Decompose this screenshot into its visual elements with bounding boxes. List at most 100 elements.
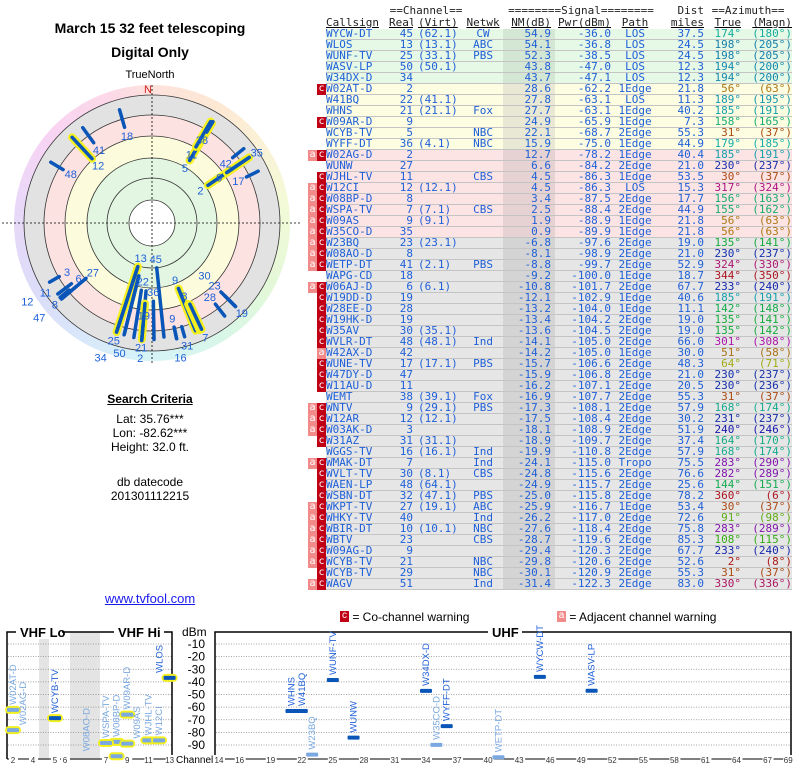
station-row[interactable]: c W47DY-D 47 -15.9 -106.8 2Edge 21.0 230° (237°) (300, 369, 793, 382)
col-path[interactable]: Path (621, 17, 649, 29)
station-row[interactable]: c WJHL-TV 11 CBS 4.5 -86.3 1Edge 53.5 30° (37°) (300, 171, 793, 184)
network (463, 226, 504, 239)
station-row[interactable]: a c W35CO-D 35 0.9 -89.9 1Edge 21.8 56° (63°) (300, 226, 793, 239)
distance-miles: 53.5 (659, 171, 705, 184)
callsign: WBTV (326, 534, 389, 547)
station-row[interactable]: a c WAGV 51 Ind -31.4 -122.3 2Edge 83.0 330° (336°… (300, 578, 793, 591)
station-row[interactable]: a c W12AR 12 (12.1) -17.5 -108.4 2Edge 30.2 231°(… (300, 413, 793, 426)
station-row[interactable]: c W35AV 30 (35.1) -13.6 -104.5 2Edge 19.0 135° (1… (300, 325, 793, 338)
distance-miles: 57.9 (659, 402, 705, 415)
station-row[interactable]: a c W12CI 12 (12.1) 4.5 -86.3 LOS 15.3 317° (324°) (300, 182, 793, 195)
adjacent-channel-flag-icon: a (308, 259, 317, 271)
col-true[interactable]: True (714, 17, 742, 29)
co-channel-flag-icon: c (317, 259, 326, 271)
station-row[interactable]: W41BQ 22 (41.1) 27.8 -63.1 LOS 11.3 189° (195°) (300, 94, 793, 107)
station-row[interactable]: c WUNE-TV 17 (17.1) PBS -15.7 -106.6 2Edge 48.3 6… (300, 358, 793, 371)
vhf-frame (6, 631, 173, 759)
station-row[interactable]: WAPG-CD 18 -9.2 -100.0 1Edge 18.7 344° (350°) (300, 270, 793, 283)
station-row[interactable]: WCYB-TV 5 NBC 22.1 -68.7 2Edge 55.3 31° (37°) (300, 127, 793, 140)
station-mark-label: WCYB-TV (50, 669, 61, 713)
station-row[interactable]: a c W03AK-D 3 -18.1 -108.9 2Edge 51.9 240° (246°) (300, 424, 793, 437)
station-row[interactable]: a c W06AJ-D 6 (6.1) -10.8 -101.7 2Edge 67.7 233°(… (300, 281, 793, 294)
station-row[interactable]: a W42AX-D 42 -14.2 -105.0 1Edge 30.0 51° (58°) (300, 347, 793, 360)
station-row[interactable]: c W09AR-D 9 24.9 -65.9 1Edge 7.3 158° (165°) (300, 116, 793, 129)
tvfool-link[interactable]: www.tvfool.com (104, 591, 196, 606)
col-virt[interactable]: (Virt) (418, 17, 458, 29)
real-channel: 30 (389, 468, 413, 481)
station-row[interactable]: a c W08BP-D 8 3.4 -87.5 2Edge 17.7 156° (163°) (300, 193, 793, 206)
station-row[interactable]: a c WCYB-TV 21 NBC -29.8 -120.6 2Edge 52.6 2° (8°) (300, 556, 793, 569)
path: 2Edge (611, 578, 660, 591)
col-dist[interactable]: miles (670, 17, 705, 29)
station-row[interactable]: c W31AZ 31 (31.1) -18.9 -109.7 2Edge 37.4 164° (1… (300, 435, 793, 448)
station-row[interactable]: a c WBTV 23 CBS -28.7 -119.6 2Edge 85.3 108° (115°… (300, 534, 793, 547)
azimuth-magnetic: (336°) (741, 578, 793, 591)
polar-channel-label: 9 (172, 275, 178, 287)
path: 1Edge (611, 270, 660, 283)
polar-station-mark (117, 108, 127, 130)
azimuth-magnetic: (237°) (741, 369, 793, 382)
col-netwk[interactable]: Netwk (466, 17, 500, 29)
station-row[interactable]: WGGS-TV 16 (16.1) Ind -19.9 -110.8 2Edge 57.9 16… (300, 446, 793, 459)
station-row[interactable]: c WSBN-DT 32 (47.1) PBS -25.0 -115.8 2Edge 78.2 3… (300, 490, 793, 503)
station-row[interactable]: c WVLT-TV 30 (8.1) CBS -24.8 -115.6 2Edge 76.6 28… (300, 468, 793, 481)
warning-flags: c (300, 479, 326, 491)
azimuth-magnetic: (185°) (741, 138, 793, 151)
station-row[interactable]: WASV-LP 50 (50.1) 43.8 -47.0 LOS 12.3 194° (200°… (300, 61, 793, 74)
station-row[interactable]: a c WETP-DT 41 (2.1) PBS -8.8 -99.7 2Edge 52.9 324… (300, 259, 793, 272)
azimuth-magnetic: (37°) (741, 501, 793, 514)
station-row[interactable]: a c W09AG-D 9 -29.4 -120.3 2Edge 67.7 233° (240°) (300, 545, 793, 558)
station-row[interactable]: a c WMAK-DT 7 Ind -24.1 -115.0 Tropo 75.5 283° (29… (300, 457, 793, 470)
power-dbm: -86.3 (555, 171, 612, 184)
tick-bg (51, 755, 60, 764)
noise-margin: 54.9 (503, 29, 556, 41)
station-row[interactable]: c W28EE-D 28 -13.2 -104.0 1Edge 11.1 142° (148°) (300, 303, 793, 316)
path: 2Edge (611, 490, 660, 503)
station-row[interactable]: a c W02AG-D 2 12.7 -78.2 1Edge 40.4 185° (191°) (300, 149, 793, 162)
col-callsign[interactable]: Callsign (326, 17, 379, 29)
station-row[interactable]: c W19DD-D 19 -12.1 -102.9 1Edge 40.6 185° (191°) (300, 292, 793, 305)
callsign: W08BP-D (326, 193, 389, 206)
station-row[interactable]: WHNS 21 (21.1) Fox 27.7 -63.1 1Edge 40.2 185° (19… (300, 105, 793, 118)
station-row[interactable]: a c W23BQ 23 (23.1) -6.8 -97.6 2Edge 19.0 135° (14… (300, 237, 793, 250)
station-row[interactable]: a c WBIR-DT 10 (10.1) NBC -27.6 -118.4 2Edge 75.8… (300, 523, 793, 536)
station-row[interactable]: WYFF-DT 36 (4.1) NBC 15.9 -75.0 1Edge 44.9 179°(… (300, 138, 793, 151)
noise-margin: 0.9 (503, 226, 556, 239)
station-row[interactable]: a c W09AS 9 (9.1) 1.9 -88.9 1Edge 21.8 56° (63°) (300, 215, 793, 228)
station-row[interactable]: c W11AU-D 11 -16.2 -107.1 2Edge 20.5 230° (236°) (300, 380, 793, 393)
station-row[interactable]: c W02AT-D 2 28.6 -62.2 1Edge 21.8 56° (63°) (300, 83, 793, 96)
station-row[interactable]: a c WHKY-TV 40 Ind -26.2 -117.0 2Edge 72.6 91° (98… (300, 512, 793, 525)
power-dbm: -99.7 (555, 259, 612, 272)
noise-margin: -13.4 (503, 314, 556, 327)
station-row[interactable]: c WAEN-LP 48 (64.1) -24.9 -115.7 2Edge 25.6 144°… (300, 479, 793, 492)
path: 2Edge (611, 446, 660, 459)
station-row[interactable]: a c WNTV 9 (29.1) PBS -17.3 -108.1 2Edge 57.9 168°… (300, 402, 793, 415)
path: 1Edge (611, 105, 660, 118)
station-row[interactable]: WYCW-DT 45 (62.1) CW 54.9 -36.0 LOS 37.5 174° (18… (300, 29, 793, 41)
col-pwr[interactable]: Pwr(dBm) (558, 17, 612, 29)
callsign: W02AG-D (326, 149, 389, 162)
col-magn[interactable]: (Magn) (752, 17, 793, 29)
tick-bg (607, 755, 619, 764)
station-row[interactable]: WEMT 38 (39.1) Fox -16.9 -107.7 2Edge 55.3 31° (3… (300, 391, 793, 404)
station-row[interactable]: a c WKPT-TV 27 (19.1) ABC -25.9 -116.7 1Edge 53.4… (300, 501, 793, 514)
station-row[interactable]: W34DX-D 34 43.7 -47.1 LOS 12.3 194° (200°) (300, 72, 793, 85)
station-row[interactable]: a c W08AO-D 8 -8.1 -98.9 2Edge 21.0 230° (237°) (300, 248, 793, 261)
station-row[interactable]: c WCYB-TV 29 NBC -30.1 -120.9 2Edge 55.3 31° (37°… (300, 567, 793, 580)
station-row[interactable]: c WVLR-DT 48 (48.1) Ind -14.1 -105.0 2Edge 66.0 3… (300, 336, 793, 349)
station-row[interactable]: WLOS 13 (13.1) ABC 54.1 -36.8 LOS 24.5 198° (205°… (300, 39, 793, 52)
virtual-channel: (9.1) (413, 215, 464, 228)
col-real[interactable]: Real (389, 17, 413, 29)
distance-miles: 15.3 (659, 182, 705, 195)
distance-miles: 40.2 (659, 105, 705, 118)
virtual-channel: (39.1) (413, 391, 464, 404)
station-row[interactable]: WUNW 27 6.6 -84.2 2Edge 21.0 230° (237°) (300, 160, 793, 173)
uhf-channel-tick: 43 (515, 756, 524, 765)
station-row[interactable]: c W19HK-D 19 -13.4 -104.2 2Edge 19.0 135° (141°) (300, 314, 793, 327)
col-nm[interactable]: NM(dB) (511, 17, 552, 29)
station-row[interactable]: a c WSPA-TV 7 (7.1) CBS 2.5 -88.4 2Edge 44.9 155°(… (300, 204, 793, 217)
station-row[interactable]: WUNF-TV 25 (33.1) PBS 52.3 -38.5 LOS 24.5 198° (2… (300, 50, 793, 63)
azimuth-true: 194° (704, 61, 742, 74)
callsign: W06AJ-D (326, 281, 389, 294)
